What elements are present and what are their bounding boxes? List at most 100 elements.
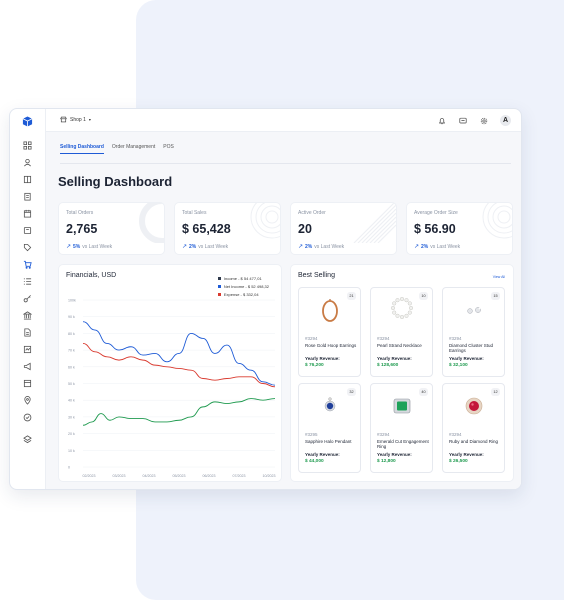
financials-title: Financials, USD: [66, 272, 117, 279]
book-icon[interactable]: [23, 175, 32, 184]
stat-card-total-orders: Total Orders 2,765 ↗ 5% vs Last Week: [58, 202, 165, 255]
shop-selector[interactable]: Shop 1 ▾: [60, 116, 91, 123]
file-icon[interactable]: [23, 328, 32, 337]
financials-chart: 100k 90 k 80 k 70 k 60 k 50 k 40 k 30 k 20 k 10 k…: [68, 299, 276, 479]
revenue-label: Yearly Revenue:: [377, 452, 412, 457]
product-card[interactable]: 40 #3294 Emerald Cut Engagement Ring Yea…: [370, 383, 433, 473]
badge-check-icon[interactable]: [23, 413, 32, 422]
bank-icon[interactable]: [23, 311, 32, 320]
y-tick-label: 90 k: [68, 315, 75, 319]
revenue-label: Yearly Revenue:: [377, 356, 412, 361]
product-card[interactable]: 15 #3294 Diamond Cluster Stud Earrings Y…: [442, 287, 505, 377]
tab-bar: Selling Dashboard Order Management POS: [60, 144, 174, 154]
product-card[interactable]: 21 #3294 Rose Gold Hoop Earrings Yearly …: [298, 287, 361, 377]
chevron-down-icon: ▾: [88, 117, 91, 122]
legend-label: Net Income - $ 52 498,32: [223, 284, 269, 289]
product-name: Emerald Cut Engagement Ring: [377, 439, 429, 450]
ruby-ring-icon: [443, 384, 504, 428]
grid-icon[interactable]: [23, 141, 32, 150]
bell-icon[interactable]: [437, 116, 446, 125]
stock-badge: 21: [347, 292, 356, 300]
view-all-link[interactable]: View All: [492, 275, 505, 279]
stat-change: ↗ 2% vs Last Week: [414, 243, 461, 251]
layers-icon[interactable]: [23, 435, 32, 444]
y-tick-label: 50 k: [68, 382, 75, 386]
tab-pos[interactable]: POS: [163, 144, 174, 150]
settings-gear-icon[interactable]: [479, 116, 488, 125]
product-name: Diamond Cluster Stud Earrings: [449, 343, 494, 354]
revenue-value: $ 44,000: [305, 459, 324, 464]
product-card[interactable]: 10 #3294 Pearl Strand Necklace Yearly Re…: [370, 287, 433, 377]
message-icon[interactable]: [458, 116, 467, 125]
legend-swatch: [217, 293, 221, 296]
product-card[interactable]: 32 #3295 Sapphire Halo Pendant Yearly Re…: [298, 383, 361, 473]
document-icon[interactable]: [23, 226, 32, 235]
cart-icon[interactable]: [23, 260, 32, 269]
invoice-icon[interactable]: [23, 345, 32, 354]
shop-label: Shop 1: [70, 116, 86, 123]
stat-change-percent: 2%: [421, 243, 429, 250]
y-tick-label: 0: [68, 466, 70, 470]
stat-value: 20: [298, 222, 312, 236]
calendar-icon[interactable]: [23, 209, 32, 218]
key-icon[interactable]: [23, 294, 32, 303]
product-id: #3294: [377, 432, 390, 437]
app-logo-icon: [22, 116, 33, 127]
product-id: #3294: [449, 432, 462, 437]
product-name: Pearl Strand Necklace: [377, 343, 422, 348]
avatar[interactable]: A: [500, 115, 511, 126]
top-bar: Shop 1 ▾ A: [46, 109, 521, 132]
sapphire-pendant-icon: [299, 384, 360, 428]
emerald-ring-icon: [371, 384, 432, 428]
decorative-ring: [139, 203, 164, 243]
y-tick-label: 30 k: [68, 415, 75, 419]
x-tick-label: 05/2023: [173, 474, 186, 478]
y-tick-label: 100k: [68, 299, 76, 303]
revenue-value: $ 32,100: [449, 363, 468, 368]
decorative-ring: [250, 203, 280, 239]
stat-change: ↗ 2% vs Last Week: [298, 243, 345, 251]
legend-item-expense: Expense - $ 332,04: [217, 292, 269, 297]
product-id: #3295: [305, 432, 318, 437]
sidebar: [10, 109, 46, 489]
pearl-necklace-icon: [371, 288, 432, 332]
clipboard-icon[interactable]: [23, 192, 32, 201]
stat-value: 2,765: [66, 222, 98, 236]
revenue-label: Yearly Revenue:: [305, 356, 340, 361]
tab-selling-dashboard[interactable]: Selling Dashboard: [60, 144, 104, 154]
legend-label: Income - $ 54 477,01: [223, 276, 262, 281]
legend-label: Expense - $ 332,04: [223, 292, 259, 297]
users-icon[interactable]: [23, 158, 32, 167]
legend-item-net-income: Net Income - $ 52 498,32: [217, 284, 269, 289]
product-name: Rose Gold Hoop Earrings: [305, 343, 357, 348]
trend-up-icon: ↗: [298, 244, 304, 250]
tab-order-management[interactable]: Order Management: [111, 144, 156, 150]
x-tick-label: 10/2023: [263, 474, 276, 478]
hoop-earring-icon: [299, 288, 360, 332]
legend-item-income: Income - $ 54 477,01: [217, 276, 269, 281]
window-icon[interactable]: [23, 379, 32, 388]
stat-label: Total Orders: [66, 210, 94, 216]
stat-value: $ 65,428: [182, 222, 231, 236]
chart-legend: Income - $ 54 477,01 Net Income - $ 52 4…: [217, 276, 269, 300]
y-tick-label: 80 k: [68, 332, 75, 336]
stock-badge: 12: [491, 388, 500, 396]
trend-up-icon: ↗: [182, 244, 188, 250]
page-title: Selling Dashboard: [58, 174, 173, 189]
list-icon[interactable]: [23, 277, 32, 286]
y-tick-label: 20 k: [68, 432, 75, 436]
legend-swatch: [217, 285, 221, 288]
stat-change-percent: 5%: [73, 243, 81, 250]
app-window: Shop 1 ▾ A Selling Dashboard Order Manag…: [9, 108, 522, 490]
tag-icon[interactable]: [23, 243, 32, 252]
trend-up-icon: ↗: [66, 244, 72, 250]
product-id: #3294: [449, 336, 462, 341]
location-icon[interactable]: [23, 396, 32, 405]
stat-change-suffix: vs Last Week: [314, 243, 345, 250]
series-line-0: [82, 321, 276, 386]
stat-label: Active Order: [298, 210, 326, 216]
megaphone-icon[interactable]: [23, 362, 32, 371]
stat-change-suffix: vs Last Week: [430, 243, 461, 250]
revenue-value: $ 26,500: [449, 459, 468, 464]
product-card[interactable]: 12 #3294 Ruby and Diamond Ring Yearly Re…: [442, 383, 505, 473]
